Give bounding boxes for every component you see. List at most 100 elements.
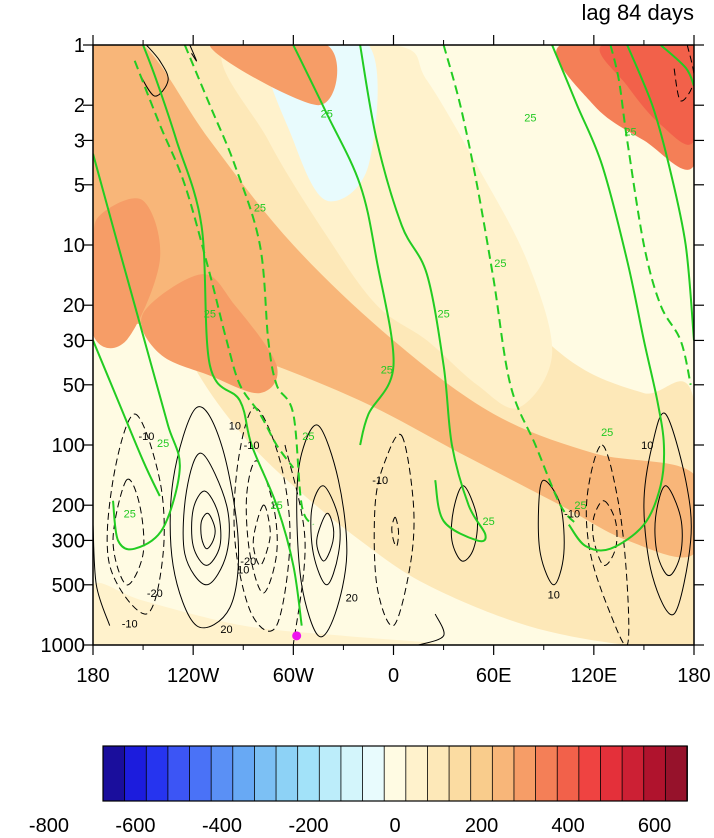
black-contour-11 <box>310 485 341 586</box>
colorbar-box-11 <box>340 745 364 802</box>
colorbar-box-14 <box>405 745 429 802</box>
green-contour-label-14: 25 <box>574 500 586 512</box>
y-tick-label-5: 20 <box>63 295 85 317</box>
black-contour-4 <box>182 452 230 586</box>
colorbar-box-25 <box>643 745 667 802</box>
black-contour-17 <box>450 485 478 562</box>
colorbar-box-18 <box>491 745 515 802</box>
black-contour-24 <box>189 45 198 62</box>
shaded-region-1 <box>93 583 438 645</box>
magenta-point-marker <box>292 631 302 641</box>
y-tick-label-2: 3 <box>74 130 85 152</box>
colorbar-box-13 <box>383 745 407 802</box>
contour-labels: -10-20-10101020-10-2020-1010-10102525252… <box>122 108 654 635</box>
y-tick-label-7: 50 <box>63 375 85 397</box>
black-contour-1 <box>112 478 145 586</box>
green-contour-9 <box>609 45 692 386</box>
black-contour-label-8: 20 <box>346 593 358 605</box>
colorbar-box-9 <box>297 745 321 802</box>
black-contour-5 <box>191 490 222 566</box>
black-contour-19 <box>585 444 630 645</box>
black-contour-14 <box>373 433 415 627</box>
black-contour-22 <box>654 485 683 577</box>
colorbar-box-12 <box>362 745 386 802</box>
x-tick-label-2: 60W <box>273 665 314 687</box>
black-contour-0 <box>106 413 165 615</box>
black-contour-15 <box>391 516 400 547</box>
x-tick-label-3: 0 <box>388 665 399 687</box>
green-contour-11 <box>626 45 694 341</box>
y-tick-label-11: 500 <box>52 575 85 597</box>
colorbar-label-4: 0 <box>389 815 400 837</box>
colorbar: -800-600-400-2000200400600800 <box>29 745 688 837</box>
y-tick-label-6: 30 <box>63 330 85 352</box>
green-contour-label-13: 25 <box>271 500 283 512</box>
colorbar-box-15 <box>427 745 450 802</box>
colorbar-box-20 <box>535 745 559 802</box>
colorbar-box-26 <box>664 745 688 802</box>
black-contours <box>93 45 694 645</box>
green-contour-label-3: 25 <box>624 126 636 138</box>
x-axis: 180 120W 60W 0 60E 120E 180 <box>76 35 711 687</box>
colorbar-box-0 <box>102 745 126 802</box>
colorbar-box-1 <box>124 745 148 802</box>
green-contour-label-4: 25 <box>494 258 506 270</box>
black-contour-label-5: 20 <box>220 624 232 636</box>
black-contour-label-4: 10 <box>237 565 249 577</box>
colorbar-box-3 <box>167 745 191 802</box>
colorbar-box-24 <box>621 745 645 802</box>
colorbar-box-7 <box>254 745 277 802</box>
black-contour-label-7: -20 <box>240 556 256 568</box>
black-contour-23 <box>139 45 169 97</box>
black-contour-12 <box>316 512 335 562</box>
black-contour-7 <box>233 407 291 632</box>
green-contour-4 <box>93 340 161 497</box>
green-contour-7 <box>442 45 578 526</box>
black-contour-label-2: -10 <box>122 618 138 630</box>
black-contour-label-1: -20 <box>147 588 163 600</box>
x-tick-label-0: 180 <box>76 665 109 687</box>
black-contour-8 <box>245 460 278 594</box>
colorbar-label-0: -800 <box>29 815 69 837</box>
green-contour-label-2: 25 <box>524 112 536 124</box>
black-contour-label-6: -10 <box>244 440 260 452</box>
x-tick-label-5: 120E <box>570 665 617 687</box>
black-contour-3 <box>169 406 240 629</box>
colorbar-box-5 <box>210 745 234 802</box>
green-contour-label-0: 25 <box>321 108 333 120</box>
black-contour-13 <box>284 444 306 645</box>
y-tick-label-10: 300 <box>52 530 85 552</box>
colorbar-box-10 <box>318 745 342 802</box>
colorbar-label-2: -400 <box>202 815 242 837</box>
green-contour-0 <box>142 45 303 626</box>
y-tick-label-9: 200 <box>52 495 85 517</box>
green-contour-label-7: 25 <box>381 365 393 377</box>
colorbar-box-19 <box>513 745 537 802</box>
green-contour-label-12: 25 <box>124 508 136 520</box>
green-contour-5 <box>292 45 395 446</box>
y-tick-label-4: 10 <box>63 235 85 257</box>
y-tick-label-12: 1000 <box>41 635 86 657</box>
green-contour-label-11: 25 <box>483 516 495 528</box>
colorbar-label-5: 200 <box>465 815 498 837</box>
green-contour-10 <box>659 45 694 87</box>
x-tick-label-4: 60E <box>476 665 512 687</box>
colorbar-box-16 <box>448 745 472 802</box>
colorbar-box-4 <box>189 745 213 802</box>
colorbar-label-6: 400 <box>551 815 584 837</box>
black-contour-20 <box>592 500 618 566</box>
green-contour-2 <box>93 153 181 551</box>
location-marker <box>292 631 302 641</box>
green-contour-label-5: 25 <box>204 308 216 320</box>
colorbar-label-1: -600 <box>115 815 155 837</box>
green-contour-label-6: 25 <box>437 308 449 320</box>
x-tick-label-1: 120W <box>167 665 219 687</box>
colorbar-label-7: 600 <box>638 815 671 837</box>
chart-title: lag 84 days <box>581 0 694 25</box>
colorbar-box-6 <box>232 745 256 802</box>
green-contour-6 <box>359 45 487 543</box>
colorbar-box-22 <box>578 745 602 802</box>
black-contour-6 <box>200 512 216 550</box>
y-axis: 1 2 3 5 10 20 30 50 100 200 300 500 1000 <box>41 35 704 657</box>
